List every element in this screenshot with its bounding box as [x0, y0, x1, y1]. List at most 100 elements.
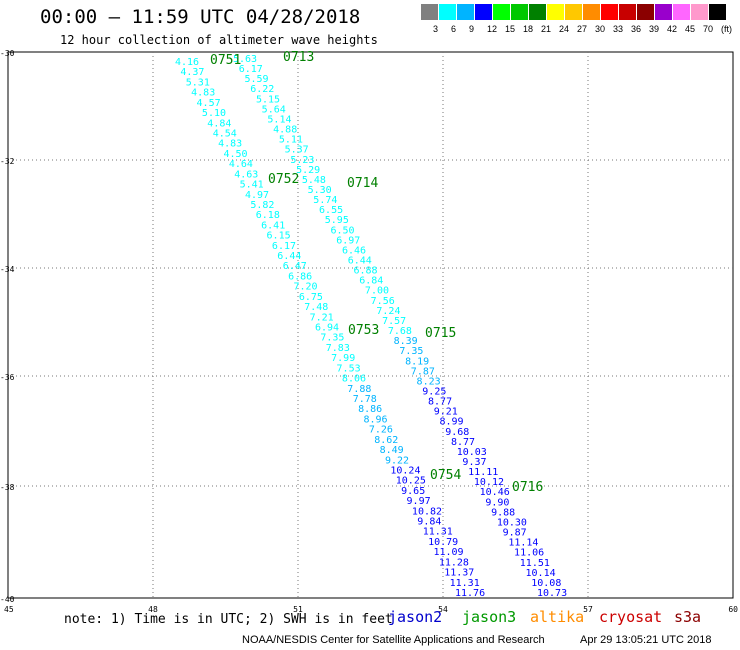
longitude-label: 45: [4, 605, 14, 614]
wave-height-value: 10.25: [396, 476, 426, 487]
wave-height-value: 7.78: [353, 394, 377, 405]
color-swatch: [475, 4, 492, 20]
wave-height-value: 9.21: [434, 407, 458, 418]
pass-time-label: 0754: [430, 468, 461, 483]
color-swatch: [529, 4, 546, 20]
satellite-jason3: jason3: [462, 608, 517, 626]
color-scale-label: 9: [469, 24, 475, 34]
color-scale-label: (ft): [721, 24, 732, 34]
pass-time-label: 0714: [347, 176, 378, 191]
wave-height-value: 4.37: [180, 67, 204, 78]
pass-time-label: 0753: [348, 323, 379, 338]
wave-height-value: 9.87: [503, 528, 527, 539]
wave-height-value: 6.94: [315, 323, 339, 334]
wave-height-value: 6.44: [348, 256, 372, 267]
wave-height-value: 6.15: [267, 231, 291, 242]
latitude-label: -38: [0, 483, 15, 492]
wave-height-value: 6.22: [250, 84, 274, 95]
wave-height-value: 5.48: [302, 175, 326, 186]
wave-height-value: 4.63: [234, 169, 258, 180]
footer-credit: NOAA/NESDIS Center for Satellite Applica…: [242, 634, 545, 646]
pass-time-label: 0713: [283, 50, 314, 65]
wave-height-value: 7.87: [411, 366, 435, 377]
note-text: note: 1) Time is in UTC; 2) SWH is in fe…: [64, 612, 393, 627]
wave-height-value: 10.03: [457, 447, 487, 458]
latitude-label: -32: [0, 157, 15, 166]
wave-height-value: 6.41: [261, 220, 285, 231]
wave-height-value: 7.68: [388, 326, 412, 337]
wave-height-value: 7.48: [304, 302, 328, 313]
satellite-altika: altika: [530, 608, 585, 626]
wave-height-value: 6.47: [283, 261, 307, 272]
latitude-label: -30: [0, 49, 15, 58]
color-swatch: [655, 4, 672, 20]
color-swatch: [493, 4, 510, 20]
wave-height-value: 7.57: [382, 316, 406, 327]
wave-height-value: 9.88: [491, 507, 515, 518]
longitude-label: 60: [728, 605, 738, 614]
color-swatch: [457, 4, 474, 20]
wave-height-value: 4.57: [197, 98, 221, 109]
wave-height-value: 8.99: [439, 417, 463, 428]
wave-height-value: 5.31: [186, 77, 210, 88]
color-swatch: [565, 4, 582, 20]
wave-height-value: 7.24: [376, 306, 400, 317]
wave-height-value: 6.88: [353, 266, 377, 277]
map-title: 00:00 – 11:59 UTC 04/28/2018: [40, 6, 361, 28]
satellite-cryosat: cryosat: [599, 608, 663, 626]
wave-height-value: 11.28: [439, 557, 469, 568]
wave-height-value: 7.56: [371, 296, 395, 307]
wave-height-value: 5.63: [233, 54, 257, 65]
wave-height-value: 10.46: [480, 487, 510, 498]
wave-height-value: 10.08: [531, 578, 561, 589]
color-scale-label: 39: [649, 24, 660, 34]
wave-height-value: 6.55: [319, 205, 343, 216]
wave-height-value: 9.65: [401, 486, 425, 497]
wave-height-value: 4.16: [175, 57, 199, 68]
wave-height-value: 10.12: [474, 477, 504, 488]
color-scale-label: 70: [703, 24, 714, 34]
color-swatch: [547, 4, 564, 20]
wave-height-value: 4.88: [273, 125, 297, 136]
wave-height-value: 7.21: [310, 312, 334, 323]
satellite-s3a: s3a: [674, 608, 702, 626]
wave-height-value: 7.88: [347, 384, 371, 395]
wave-height-value: 4.64: [229, 159, 253, 170]
wave-height-value: 7.35: [320, 333, 344, 344]
wave-height-value: 5.23: [290, 155, 314, 166]
map-subtitle: 12 hour collection of altimeter wave hei…: [60, 33, 378, 47]
longitude-label: 51: [293, 605, 303, 614]
wave-height-value: 11.06: [514, 548, 544, 559]
wave-height-value: 5.14: [267, 114, 291, 125]
wave-height-value: 10.82: [412, 506, 442, 517]
wave-height-value: 5.30: [308, 185, 332, 196]
wave-height-value: 9.97: [407, 496, 431, 507]
wave-height-value: 9.84: [417, 517, 441, 528]
color-swatch: [619, 4, 636, 20]
wave-height-value: 4.97: [245, 190, 269, 201]
wave-height-value: 6.17: [239, 64, 263, 75]
wave-height-value: 8.96: [363, 414, 387, 425]
wave-height-value: 10.24: [390, 465, 420, 476]
wave-height-value: 6.50: [331, 225, 355, 236]
wave-height-value: 11.76: [455, 588, 485, 599]
wave-height-value: 5.95: [325, 215, 349, 226]
wave-height-value: 10.30: [497, 517, 527, 528]
longitude-label: 54: [438, 605, 448, 614]
color-scale-label: 12: [487, 24, 498, 34]
color-swatch: [421, 4, 438, 20]
wave-height-value: 5.10: [202, 108, 226, 119]
pass-time-label: 0751: [210, 53, 241, 68]
wave-height-value: 5.37: [285, 145, 309, 156]
wave-height-value: 11.51: [520, 558, 550, 569]
latitude-label: -34: [0, 265, 15, 274]
wave-height-value: 9.90: [485, 497, 509, 508]
color-swatch: [439, 4, 456, 20]
wave-height-value: 10.14: [526, 568, 556, 579]
wave-height-value: 7.00: [365, 286, 389, 297]
longitude-label: 48: [148, 605, 158, 614]
wave-height-value: 11.09: [433, 547, 463, 558]
wave-height-value: 6.18: [256, 210, 280, 221]
color-scale-label: 42: [667, 24, 678, 34]
map-frame: [7, 51, 734, 599]
